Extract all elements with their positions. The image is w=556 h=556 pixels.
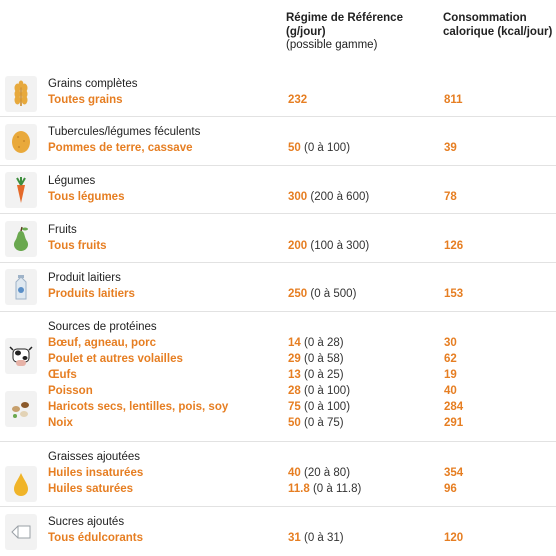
amount-value: 40 — [288, 467, 301, 479]
food-item-name: Tous édulcorants — [48, 532, 143, 544]
food-item-name: Pommes de terre, cassave — [48, 142, 193, 154]
food-item-kcal: 811 — [444, 94, 463, 106]
amount-value: 13 — [288, 369, 301, 381]
category-label: Légumes — [48, 175, 96, 187]
food-item-kcal: 30 — [444, 337, 457, 349]
category-label: Tubercules/légumes féculents — [48, 126, 201, 138]
food-item-name: Noix — [48, 417, 73, 429]
food-item-kcal: 39 — [444, 142, 457, 154]
food-item-amount: 232 — [288, 92, 307, 108]
amount-range: (0 à 100) — [300, 385, 351, 397]
amount-value: 28 — [288, 385, 301, 397]
amount-range: (0 à 100) — [300, 401, 351, 413]
amount-value: 50 — [288, 142, 301, 154]
food-item-kcal: 153 — [444, 288, 464, 300]
column-header-regime-title: Régime de Référence (g/jour) — [286, 12, 403, 38]
column-header-consumption-title: Consommation calorique (kcal/jour) — [443, 12, 553, 38]
potato-icon — [5, 124, 37, 160]
cow-icon — [5, 338, 37, 374]
amount-range: (200 à 600) — [307, 191, 370, 203]
food-item-amount: 40 (20 à 80) — [288, 465, 350, 481]
category-label: Fruits — [48, 224, 77, 236]
pear-icon — [5, 221, 37, 257]
amount-range: (0 à 100) — [300, 142, 351, 154]
amount-value: 300 — [288, 191, 308, 203]
carrot-icon — [5, 172, 37, 208]
amount-value: 11.8 — [288, 483, 310, 495]
amount-range: (0 à 25) — [300, 369, 344, 381]
amount-range: (0 à 11.8) — [309, 483, 362, 495]
amount-range: (0 à 28) — [300, 337, 344, 349]
sugar-cube-icon — [5, 514, 37, 550]
category-label: Grains complètes — [48, 78, 138, 90]
food-item-kcal: 120 — [444, 532, 464, 544]
food-item-kcal: 78 — [444, 191, 457, 203]
food-item-name: Toutes grains — [48, 94, 123, 106]
beans-icon — [5, 391, 37, 427]
amount-range: (20 à 80) — [300, 467, 351, 479]
food-item-name: Produits laitiers — [48, 288, 135, 300]
food-item-kcal: 291 — [444, 417, 464, 429]
food-item-name: Haricots secs, lentilles, pois, soy — [48, 401, 229, 413]
category-label: Sources de protéines — [48, 321, 157, 333]
food-item-kcal: 19 — [444, 369, 457, 381]
column-header-regime: Régime de Référence (g/jour) (possible g… — [286, 12, 436, 53]
wheat-icon — [5, 76, 37, 112]
food-item-amount: 50 (0 à 75) — [288, 415, 344, 431]
row-separator — [0, 311, 556, 312]
food-item-name: Tous fruits — [48, 240, 107, 252]
row-separator — [0, 506, 556, 507]
amount-value: 50 — [288, 417, 301, 429]
food-item-name: Poulet et autres volailles — [48, 353, 183, 365]
food-item-amount: 31 (0 à 31) — [288, 530, 344, 546]
food-item-name: Tous légumes — [48, 191, 125, 203]
amount-value: 14 — [288, 337, 301, 349]
food-item-name: Huiles insaturées — [48, 467, 144, 479]
food-item-kcal: 284 — [444, 401, 464, 413]
category-label: Sucres ajoutés — [48, 516, 125, 528]
row-separator — [0, 262, 556, 263]
amount-range: (0 à 58) — [300, 353, 344, 365]
food-item-amount: 14 (0 à 28) — [288, 335, 344, 351]
row-separator — [0, 116, 556, 117]
amount-value: 31 — [288, 532, 301, 544]
food-item-kcal: 40 — [444, 385, 457, 397]
row-separator — [0, 441, 556, 442]
food-item-amount: 75 (0 à 100) — [288, 399, 350, 415]
food-item-amount: 13 (0 à 25) — [288, 367, 344, 383]
amount-range: (0 à 75) — [300, 417, 344, 429]
food-item-name: Poisson — [48, 385, 93, 397]
food-item-amount: 28 (0 à 100) — [288, 383, 350, 399]
food-item-amount: 50 (0 à 100) — [288, 140, 350, 156]
category-label: Produit laitiers — [48, 272, 121, 284]
food-item-amount: 29 (0 à 58) — [288, 351, 344, 367]
amount-value: 200 — [288, 240, 308, 252]
amount-range: (0 à 31) — [300, 532, 344, 544]
row-separator — [0, 165, 556, 166]
food-item-name: Œufs — [48, 369, 77, 381]
food-item-amount: 11.8 (0 à 11.8) — [288, 481, 361, 497]
column-header-regime-subtitle: (possible gamme) — [286, 39, 378, 51]
amount-value: 232 — [288, 94, 308, 106]
food-item-kcal: 62 — [444, 353, 457, 365]
food-item-name: Bœuf, agneau, porc — [48, 337, 156, 349]
oil-drop-icon — [5, 466, 37, 502]
amount-value: 29 — [288, 353, 301, 365]
food-item-amount: 200 (100 à 300) — [288, 238, 369, 254]
amount-range: (100 à 300) — [307, 240, 370, 252]
amount-range: (0 à 500) — [307, 288, 357, 300]
row-separator — [0, 213, 556, 214]
food-item-kcal: 354 — [444, 467, 464, 479]
food-item-amount: 250 (0 à 500) — [288, 286, 356, 302]
column-header-consumption: Consommation calorique (kcal/jour) — [443, 12, 553, 39]
food-item-kcal: 126 — [444, 240, 464, 252]
milk-carton-icon — [5, 269, 37, 305]
food-item-kcal: 96 — [444, 483, 457, 495]
food-item-amount: 300 (200 à 600) — [288, 189, 369, 205]
category-label: Graisses ajoutées — [48, 451, 141, 463]
amount-value: 75 — [288, 401, 301, 413]
food-item-name: Huiles saturées — [48, 483, 134, 495]
amount-value: 250 — [288, 288, 308, 300]
